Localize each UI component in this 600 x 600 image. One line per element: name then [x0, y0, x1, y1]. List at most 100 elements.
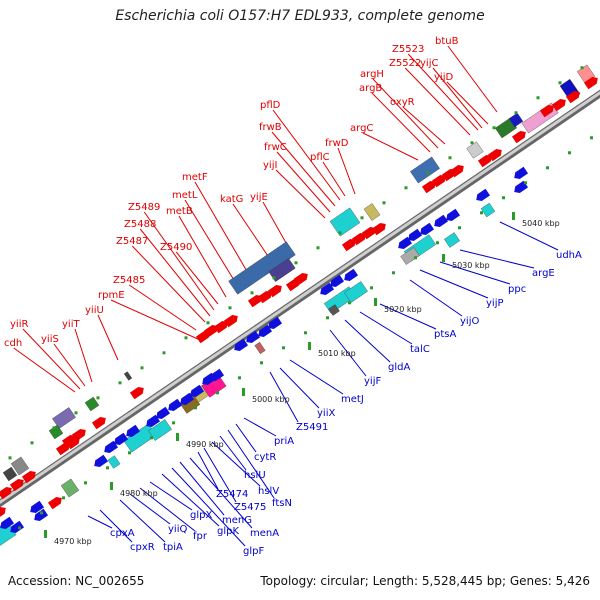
- feature-block: [60, 478, 80, 498]
- forward-gene-arrow: [341, 239, 356, 252]
- label-line: [139, 228, 211, 317]
- forward-gene-arrow: [511, 131, 526, 144]
- label-line: [211, 441, 261, 487]
- gene-label-forward: Z5489: [128, 202, 160, 213]
- reverse-gene-arrow: [434, 214, 449, 227]
- ruler-dot: [40, 511, 43, 515]
- gene-label-forward: rpmE: [98, 290, 125, 301]
- feature-block: [466, 141, 484, 159]
- ruler-dot: [458, 226, 461, 230]
- ruler-dot: [392, 271, 395, 275]
- genome-summary: Topology: circular; Length: 5,528,445 bp…: [260, 574, 590, 588]
- ruler-dot: [184, 336, 188, 340]
- reverse-gene-arrow: [126, 424, 141, 437]
- label-line: [189, 457, 253, 529]
- ruler-dot: [316, 246, 320, 250]
- gene-label-reverse: yiiQ: [168, 524, 187, 535]
- forward-gene-arrow: [129, 387, 144, 400]
- label-line: [178, 215, 227, 298]
- ruler-dot: [250, 291, 254, 295]
- reverse-gene-arrow: [34, 508, 49, 521]
- label-line: [99, 509, 133, 543]
- label-line: [97, 314, 119, 361]
- tick-mark: [44, 530, 47, 538]
- label-lines: [13, 45, 559, 547]
- ruler-dot: [448, 156, 452, 160]
- ruler-dot: [492, 126, 496, 130]
- label-line: [402, 106, 446, 145]
- gene-label-reverse: hslU: [244, 470, 266, 481]
- gene-label-forward: Z5485: [113, 275, 145, 286]
- label-line: [197, 451, 219, 490]
- ruler-dot: [128, 451, 131, 455]
- forward-gene-arrow: [449, 165, 464, 178]
- feature-block: [410, 156, 440, 184]
- reverse-gene-arrow: [330, 274, 345, 287]
- forward-gene-arrow: [477, 155, 492, 168]
- gene-label-reverse: argE: [532, 268, 555, 279]
- gene-label-forward: yijD: [434, 72, 453, 83]
- gene-label-forward: argH: [360, 69, 384, 80]
- forward-gene-arrow: [539, 105, 554, 118]
- ruler-dot: [360, 216, 364, 220]
- ruler-dot: [514, 111, 518, 115]
- tick-mark: [308, 342, 311, 350]
- gene-label-forward: yijI: [263, 160, 277, 171]
- gene-label-forward: frwB: [259, 122, 282, 133]
- label-line: [407, 53, 479, 131]
- gene-label-forward: metB: [166, 206, 193, 217]
- kbp-tick-label: 5020 kbp: [384, 305, 422, 314]
- gene-label-forward: yiiU: [85, 305, 104, 316]
- kbp-tick-label: 5030 kbp: [452, 261, 490, 270]
- gene-label-reverse: yijP: [486, 298, 504, 309]
- forward-gene-arrow: [551, 99, 566, 112]
- gene-label-forward: btuB: [435, 36, 459, 47]
- forward-gene-arrow: [47, 497, 62, 510]
- label-line: [203, 447, 237, 503]
- gene-label-reverse: yijF: [364, 376, 381, 387]
- ruler-dot: [348, 301, 351, 305]
- forward-gene-arrow: [55, 443, 70, 456]
- feature-block: [52, 407, 76, 429]
- label-line: [243, 417, 277, 437]
- label-line: [235, 423, 257, 453]
- label-line: [446, 81, 489, 125]
- gene-label-forward: katG: [220, 194, 243, 205]
- reverse-gene-arrow: [476, 188, 491, 201]
- label-line: [175, 251, 219, 305]
- label-line: [275, 169, 326, 219]
- tick-mark: [512, 212, 515, 220]
- kbp-tick-label: 5010 kbp: [318, 349, 356, 358]
- label-line: [74, 328, 93, 383]
- ruler-dot: [580, 66, 584, 70]
- gene-label-forward: yijE: [250, 192, 268, 203]
- reverse-gene-arrow: [114, 432, 129, 445]
- forward-gene-arrow: [0, 507, 6, 520]
- ruler-dot: [238, 376, 241, 380]
- label-line: [143, 211, 215, 311]
- gene-label-reverse: udhA: [556, 250, 582, 261]
- label-line: [194, 181, 253, 281]
- label-line: [289, 359, 344, 395]
- gene-label-forward: yiiT: [62, 319, 80, 330]
- label-line: [129, 493, 171, 525]
- forward-gene-arrow: [0, 487, 12, 500]
- feature-block: [329, 207, 361, 237]
- gene-label-reverse: hslV: [258, 486, 279, 497]
- label-line: [329, 329, 367, 377]
- ruler-dot: [326, 316, 329, 320]
- gene-label-reverse: cytR: [254, 452, 276, 463]
- tick-mark: [110, 482, 113, 490]
- gene-label-forward: argC: [350, 123, 373, 134]
- gene-arrows: [0, 77, 598, 533]
- forward-gene-arrow: [91, 417, 106, 430]
- kbp-tick-label: 5040 kbp: [522, 219, 560, 228]
- ruler-dot: [118, 381, 122, 385]
- forward-gene-arrow: [565, 91, 580, 104]
- gene-label-forward: pflC: [310, 152, 330, 163]
- reverse-gene-arrow: [344, 268, 359, 281]
- ruler-dot: [162, 351, 166, 355]
- ruler-dot: [480, 211, 483, 215]
- ruler-dot: [194, 406, 197, 410]
- kbp-tick-label: 5000 kbp: [252, 395, 290, 404]
